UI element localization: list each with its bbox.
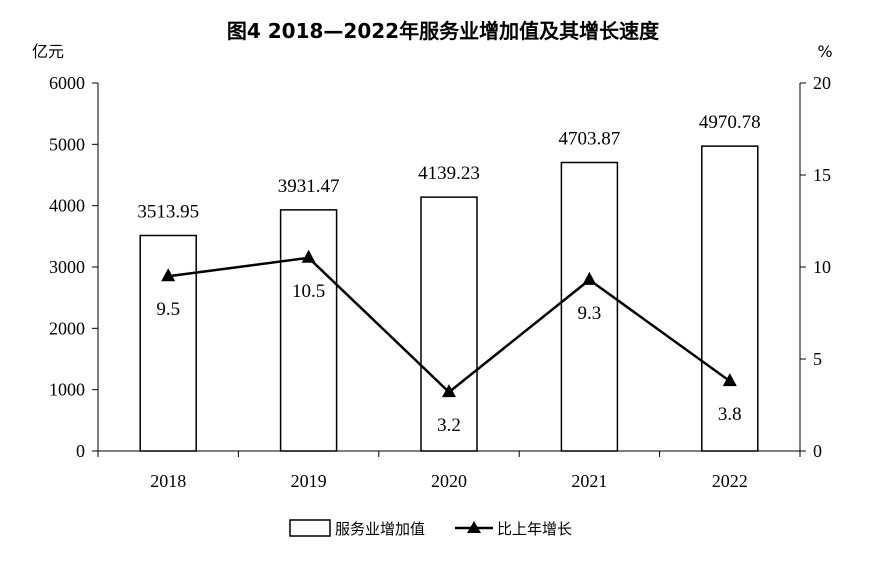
bar-value-label: 4139.23	[418, 163, 480, 184]
x-tick-label: 2020	[431, 471, 467, 491]
growth-value-label: 9.5	[156, 299, 180, 320]
legend-line-label: 比上年增长	[497, 520, 572, 538]
x-tick-label: 2021	[571, 471, 607, 491]
growth-value-label: 3.2	[437, 415, 461, 436]
growth-point-triangle-icon	[161, 268, 176, 282]
chart-title: 图4 2018—2022年服务业增加值及其增长速度	[227, 19, 660, 43]
right-tick-label: 20	[813, 73, 831, 93]
bars	[139, 145, 759, 452]
bar-value-label: 3931.47	[278, 176, 340, 197]
growth-point-triangle-icon	[722, 373, 737, 387]
bar	[701, 145, 759, 452]
left-tick-label: 4000	[49, 196, 85, 216]
right-tick-label: 15	[813, 165, 831, 185]
data-labels: 3513.95 3931.47 4139.23 4703.87 4970.78 9.5 10…	[137, 112, 760, 436]
bar	[279, 209, 338, 452]
left-axis-unit: 亿元	[32, 42, 64, 61]
growth-value-label: 10.5	[292, 281, 325, 302]
left-tick-label: 3000	[49, 257, 85, 277]
growth-value-label: 3.8	[718, 404, 742, 425]
left-tick-label: 1000	[49, 380, 85, 400]
left-tick-label: 6000	[49, 73, 85, 93]
legend: 服务业增加值 比上年增长	[289, 519, 572, 538]
bar-value-label: 4970.78	[699, 112, 761, 133]
growth-value-label: 9.3	[578, 303, 602, 324]
left-tick-label: 2000	[49, 318, 85, 338]
left-tick-label: 5000	[49, 134, 85, 154]
right-axis-unit: %	[817, 42, 832, 61]
bar	[420, 196, 478, 452]
legend-bar-swatch	[289, 519, 331, 537]
x-tick-label: 2019	[291, 471, 327, 491]
growth-point-triangle-icon	[301, 249, 316, 263]
x-tick-label: 2018	[150, 471, 186, 491]
growth-point-triangle-icon	[442, 384, 456, 398]
line-series	[161, 249, 737, 398]
legend-triangle-icon	[467, 521, 481, 533]
bar-value-label: 4703.87	[559, 128, 621, 149]
left-tick-label: 0	[76, 441, 85, 461]
right-tick-label: 5	[813, 349, 822, 369]
right-tick-label: 0	[813, 441, 822, 461]
x-tick-label: 2022	[712, 471, 748, 491]
bar	[139, 234, 197, 452]
right-tick-label: 10	[813, 257, 831, 277]
bar	[560, 161, 619, 452]
axes: 0 1000 2000 3000 4000 5000 6000 0 5 10 15 20 2018 201…	[49, 73, 831, 491]
growth-point-triangle-icon	[582, 271, 597, 285]
legend-bar-label: 服务业增加值	[335, 520, 425, 538]
bar-value-label: 3513.95	[137, 201, 199, 222]
